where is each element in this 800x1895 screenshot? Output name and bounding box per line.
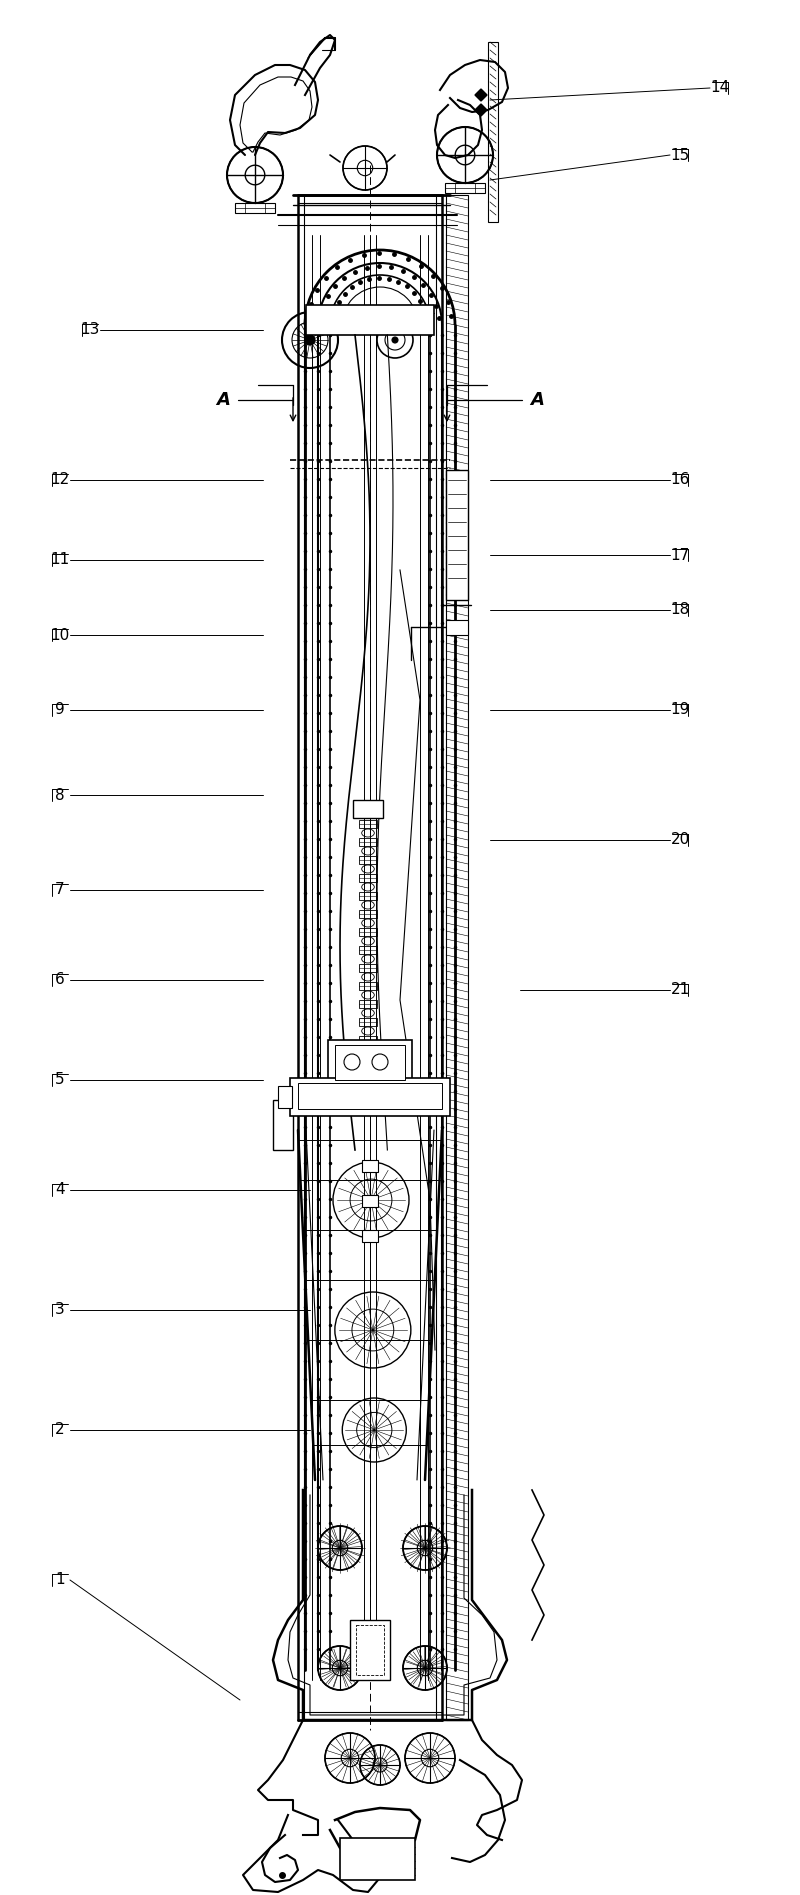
Text: 19: 19 [670, 703, 690, 718]
Bar [298, 1084, 442, 1109]
Bar [446, 470, 468, 601]
Bar [359, 982, 377, 989]
Circle shape [392, 337, 398, 343]
Polygon shape [475, 89, 487, 100]
Text: 10: 10 [50, 627, 70, 642]
Circle shape [305, 335, 315, 345]
Bar [359, 893, 377, 900]
Text: 14: 14 [710, 80, 730, 95]
Text: 15: 15 [670, 148, 690, 163]
Bar [235, 203, 275, 212]
Text: A: A [530, 390, 544, 409]
Text: 8: 8 [55, 788, 65, 802]
Text: 20: 20 [670, 832, 690, 847]
Bar [359, 821, 377, 828]
Text: 2: 2 [55, 1423, 65, 1438]
Text: 7: 7 [55, 883, 65, 898]
Polygon shape [475, 104, 487, 116]
Bar [359, 1001, 377, 1008]
Bar [359, 910, 377, 917]
Text: 16: 16 [670, 472, 690, 487]
Text: 21: 21 [670, 982, 690, 997]
Bar [359, 1037, 377, 1044]
Bar [328, 1040, 412, 1086]
Bar [362, 1160, 378, 1171]
Bar [446, 620, 468, 635]
Bar [278, 1086, 292, 1109]
Bar [362, 1196, 378, 1207]
Text: 18: 18 [670, 603, 690, 618]
Bar [359, 929, 377, 936]
Bar [356, 1050, 380, 1069]
Bar [350, 1620, 390, 1681]
Bar [359, 857, 377, 864]
Text: A: A [216, 390, 230, 409]
Bar [362, 1230, 378, 1241]
Text: 6: 6 [55, 972, 65, 987]
Bar [446, 195, 468, 1721]
Text: 12: 12 [50, 472, 70, 487]
Bar [335, 1044, 405, 1080]
Bar [353, 800, 383, 819]
Text: 17: 17 [670, 548, 690, 563]
Bar [359, 965, 377, 972]
Bar [445, 184, 485, 193]
Bar [356, 1626, 384, 1675]
Bar [359, 874, 377, 881]
Bar [306, 305, 434, 335]
Bar [290, 1078, 450, 1116]
Bar [359, 1018, 377, 1025]
Text: 3: 3 [55, 1302, 65, 1317]
Text: 4: 4 [55, 1182, 65, 1198]
Bar [273, 1099, 293, 1150]
Bar [340, 1838, 415, 1880]
Text: 5: 5 [55, 1073, 65, 1088]
Text: 13: 13 [80, 322, 100, 337]
Text: 1: 1 [55, 1573, 65, 1588]
Bar [359, 946, 377, 953]
Text: 11: 11 [50, 553, 70, 567]
Text: 9: 9 [55, 703, 65, 718]
Bar [488, 42, 498, 222]
Bar [359, 838, 377, 845]
